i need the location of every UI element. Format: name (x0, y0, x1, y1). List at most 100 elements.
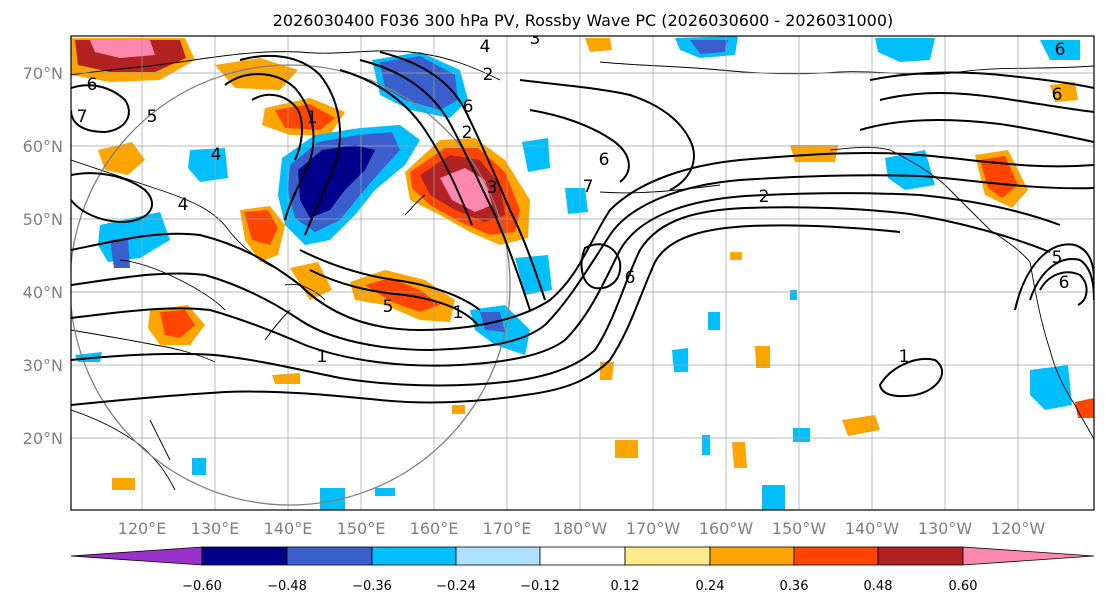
pv-contours (71, 51, 1094, 406)
lat-label: 60°N (23, 137, 63, 156)
colorbar-tick: 0.36 (780, 579, 809, 594)
contour-label: 2 (462, 123, 473, 143)
colorbar-segment (962, 546, 1095, 566)
anomaly-positive (452, 405, 465, 414)
lon-label: 160°E (410, 519, 459, 538)
contour-label: 1 (307, 108, 318, 128)
anomaly-negative (708, 312, 720, 330)
contour-label: 4 (211, 145, 222, 165)
colorbar-segment (624, 546, 711, 566)
contour-label: 3 (487, 178, 498, 198)
anomaly-negative (375, 488, 395, 496)
anomaly-negative (885, 150, 935, 190)
anomaly-negative (188, 148, 228, 182)
anomaly-negative (793, 428, 810, 442)
graticule (71, 36, 1094, 510)
lon-label: 130°E (191, 519, 240, 538)
anomaly-negative (522, 138, 550, 172)
map-panel: 4 3 1 6 7 5 6 2 4 4 3 6 5 6 1 1 2 6 6 1 (70, 29, 1095, 511)
anomaly-positive (755, 346, 770, 368)
contour-label: 2 (759, 187, 770, 207)
contour-label: 4 (480, 37, 491, 57)
lon-label: 160°W (699, 519, 754, 538)
anomaly-negative (1030, 365, 1072, 410)
contour-label: 1 (899, 347, 910, 367)
lon-label: 150°E (337, 519, 386, 538)
anomaly-positive (275, 104, 335, 130)
anomaly-negative (690, 40, 728, 54)
contour-label: 4 (178, 195, 189, 215)
colorbar-segment (371, 546, 457, 566)
contour-label: 7 (583, 177, 594, 197)
lon-label: 170°W (626, 519, 681, 538)
anomaly-positive (585, 38, 612, 52)
anomaly-positive (90, 40, 155, 58)
anomaly-positive (112, 478, 135, 490)
colorbar-tick: 0.60 (949, 579, 978, 594)
lon-label: 140°E (264, 519, 313, 538)
anomaly-positive (615, 440, 638, 458)
colorbar-tick: 0.48 (864, 579, 893, 594)
anomaly-positive (98, 142, 145, 175)
anomaly-positive (730, 252, 742, 260)
colorbar-segment (709, 546, 795, 566)
colorbar-tick: −0.12 (520, 579, 560, 594)
anomaly-negative (1040, 40, 1080, 60)
anomaly-positive (790, 145, 838, 162)
anomaly-negative (762, 485, 785, 510)
colorbar-tick: −0.60 (182, 579, 222, 594)
anomaly-positive (290, 262, 332, 300)
contour-label: 2 (483, 65, 494, 85)
anomaly-negative (875, 38, 935, 62)
latitude-labels: 70°N 60°N 50°N 40°N 30°N 20°N (23, 64, 63, 448)
contour-label: 6 (463, 97, 474, 117)
lat-label: 50°N (23, 210, 63, 229)
lon-label: 120°W (991, 519, 1046, 538)
colorbar-segment (201, 546, 288, 566)
contour-label: 5 (147, 107, 158, 127)
lon-label: 120°E (118, 519, 167, 538)
contour-label: 6 (87, 75, 98, 95)
anomaly-negative (702, 435, 710, 455)
lon-label: 170°E (483, 519, 532, 538)
anomaly-negative (320, 488, 345, 510)
colorbar-ticks: −0.60 −0.48 −0.36 −0.24 −0.12 0.12 0.24 … (182, 579, 977, 594)
anomaly-negative (192, 458, 206, 475)
contour-label: 7 (77, 107, 88, 127)
anomaly-positive (1050, 82, 1078, 102)
anomaly-positive (1075, 398, 1094, 418)
contour-label: 1 (453, 303, 464, 323)
range-circle (71, 64, 511, 506)
contour-labels: 4 3 1 6 7 5 6 2 4 4 3 6 5 6 1 1 2 6 6 1 (77, 29, 1070, 367)
colorbar-segment (539, 546, 626, 566)
colorbar-tick: −0.24 (436, 579, 476, 594)
colorbar-segment (70, 546, 203, 566)
anomaly-positive (980, 156, 1018, 198)
lon-label: 180°W (553, 519, 608, 538)
anomaly-negative (790, 290, 797, 300)
colorbar-segment (793, 546, 879, 566)
anomaly-positive (732, 442, 747, 468)
anomaly-positive (272, 373, 300, 384)
contour-label: 5 (1052, 248, 1063, 268)
colorbar-tick: 0.12 (611, 579, 640, 594)
lat-label: 30°N (23, 356, 63, 375)
contour-label: 6 (1052, 85, 1063, 105)
lon-label: 150°W (772, 519, 827, 538)
colorbar-tick: 0.24 (696, 579, 725, 594)
anomaly-negative (565, 188, 588, 214)
lon-label: 130°W (918, 519, 973, 538)
lat-label: 40°N (23, 283, 63, 302)
anomaly-positive (160, 310, 195, 338)
colorbar-tick: −0.36 (352, 579, 392, 594)
contour-label: 6 (1055, 40, 1066, 60)
contour-label: 6 (1059, 273, 1070, 293)
contour-label: 1 (317, 347, 328, 367)
colorbar-tick: −0.48 (267, 579, 307, 594)
contour-label: 3 (530, 29, 541, 49)
anomaly-negative (515, 255, 552, 295)
contour-label: 5 (383, 297, 394, 317)
contour-label: 6 (625, 268, 636, 288)
colorbar-segment (286, 546, 373, 566)
